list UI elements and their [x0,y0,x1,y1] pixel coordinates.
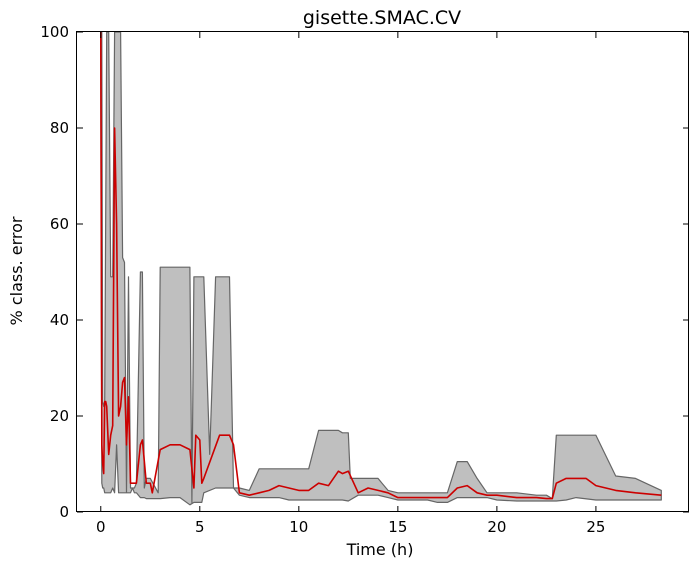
x-tick-label: 15 [388,518,407,536]
x-tick-label: 25 [586,518,605,536]
x-axis-label: Time (h) [346,540,414,559]
y-tick-label: 80 [50,119,69,137]
chart-title: gisette.SMAC.CV [303,7,461,29]
y-tick-label: 0 [59,503,69,521]
x-tick-label: 10 [289,518,308,536]
y-tick-label: 40 [50,311,69,329]
median-series-line [100,31,662,500]
axis-ticks: 0 5 10 15 20 25 0 20 40 60 80 100 [40,23,689,536]
y-tick-label: 60 [50,215,69,233]
y-axis-label: % class. error [7,216,26,325]
plot-frame [76,31,689,512]
x-tick-label: 20 [487,518,506,536]
x-tick-label: 0 [96,518,106,536]
median-line [100,31,662,500]
y-tick-label: 20 [50,407,69,425]
y-tick-label: 100 [40,23,69,41]
x-tick-label: 5 [195,518,205,536]
